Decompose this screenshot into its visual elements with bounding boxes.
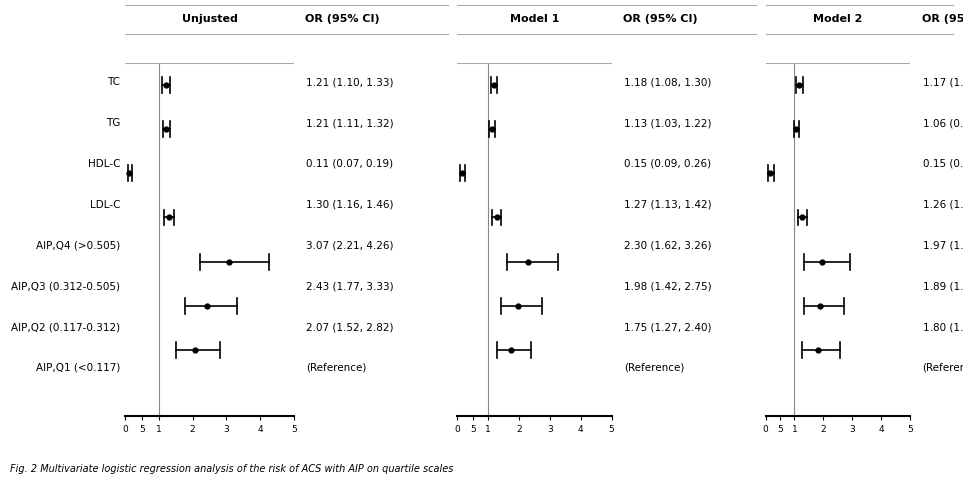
Text: 2.30 (1.62, 3.26): 2.30 (1.62, 3.26) (624, 241, 712, 250)
Text: 1.26 (1.11, 1.42): 1.26 (1.11, 1.42) (923, 200, 963, 210)
Text: TG: TG (106, 118, 120, 128)
Text: 1.80 (1.27, 2.56): 1.80 (1.27, 2.56) (923, 322, 963, 332)
Text: 1.18 (1.08, 1.30): 1.18 (1.08, 1.30) (624, 77, 712, 87)
Text: 0.11 (0.07, 0.19): 0.11 (0.07, 0.19) (306, 159, 393, 169)
Text: 1.27 (1.13, 1.42): 1.27 (1.13, 1.42) (624, 200, 712, 210)
Text: 2.07 (1.52, 2.82): 2.07 (1.52, 2.82) (306, 322, 394, 332)
Text: 1.97 (1.34, 2.91): 1.97 (1.34, 2.91) (923, 241, 963, 250)
Text: HDL-C: HDL-C (88, 159, 120, 169)
Text: (Reference): (Reference) (306, 363, 367, 373)
Text: Model 1: Model 1 (509, 15, 560, 24)
Text: AIP,Q1 (<0.117): AIP,Q1 (<0.117) (36, 363, 120, 373)
Text: 1.21 (1.10, 1.33): 1.21 (1.10, 1.33) (306, 77, 394, 87)
Text: LDL-C: LDL-C (90, 200, 120, 210)
Text: AIP,Q2 (0.117-0.312): AIP,Q2 (0.117-0.312) (12, 322, 120, 332)
Text: 2.43 (1.77, 3.33): 2.43 (1.77, 3.33) (306, 281, 394, 291)
Text: 1.21 (1.11, 1.32): 1.21 (1.11, 1.32) (306, 118, 394, 128)
Text: 1.98 (1.42, 2.75): 1.98 (1.42, 2.75) (624, 281, 712, 291)
Text: AIP,Q4 (>0.505): AIP,Q4 (>0.505) (37, 241, 120, 250)
Text: (Reference): (Reference) (624, 363, 685, 373)
Text: AIP,Q3 (0.312-0.505): AIP,Q3 (0.312-0.505) (12, 281, 120, 291)
Text: Unjusted: Unjusted (181, 15, 238, 24)
Text: 3.07 (2.21, 4.26): 3.07 (2.21, 4.26) (306, 241, 394, 250)
Text: Fig. 2 Multivariate logistic regression analysis of the risk of ACS with AIP on : Fig. 2 Multivariate logistic regression … (10, 464, 453, 474)
Text: 1.75 (1.27, 2.40): 1.75 (1.27, 2.40) (624, 322, 712, 332)
Text: OR (95% CI): OR (95% CI) (922, 15, 963, 24)
Text: (Reference): (Reference) (923, 363, 963, 373)
Text: 1.30 (1.16, 1.46): 1.30 (1.16, 1.46) (306, 200, 394, 210)
Text: 0.15 (0.08, 0.28): 0.15 (0.08, 0.28) (923, 159, 963, 169)
Text: 1.06 (0.97, 1.15): 1.06 (0.97, 1.15) (923, 118, 963, 128)
Text: 0.15 (0.09, 0.26): 0.15 (0.09, 0.26) (624, 159, 711, 169)
Text: TC: TC (108, 77, 120, 87)
Text: OR (95% CI): OR (95% CI) (623, 15, 697, 24)
Text: OR (95% CI): OR (95% CI) (305, 15, 379, 24)
Text: 1.13 (1.03, 1.22): 1.13 (1.03, 1.22) (624, 118, 712, 128)
Text: 1.89 (1.32, 2.71): 1.89 (1.32, 2.71) (923, 281, 963, 291)
Text: 1.17 (1.06, 1.29): 1.17 (1.06, 1.29) (923, 77, 963, 87)
Text: Model 2: Model 2 (813, 15, 863, 24)
